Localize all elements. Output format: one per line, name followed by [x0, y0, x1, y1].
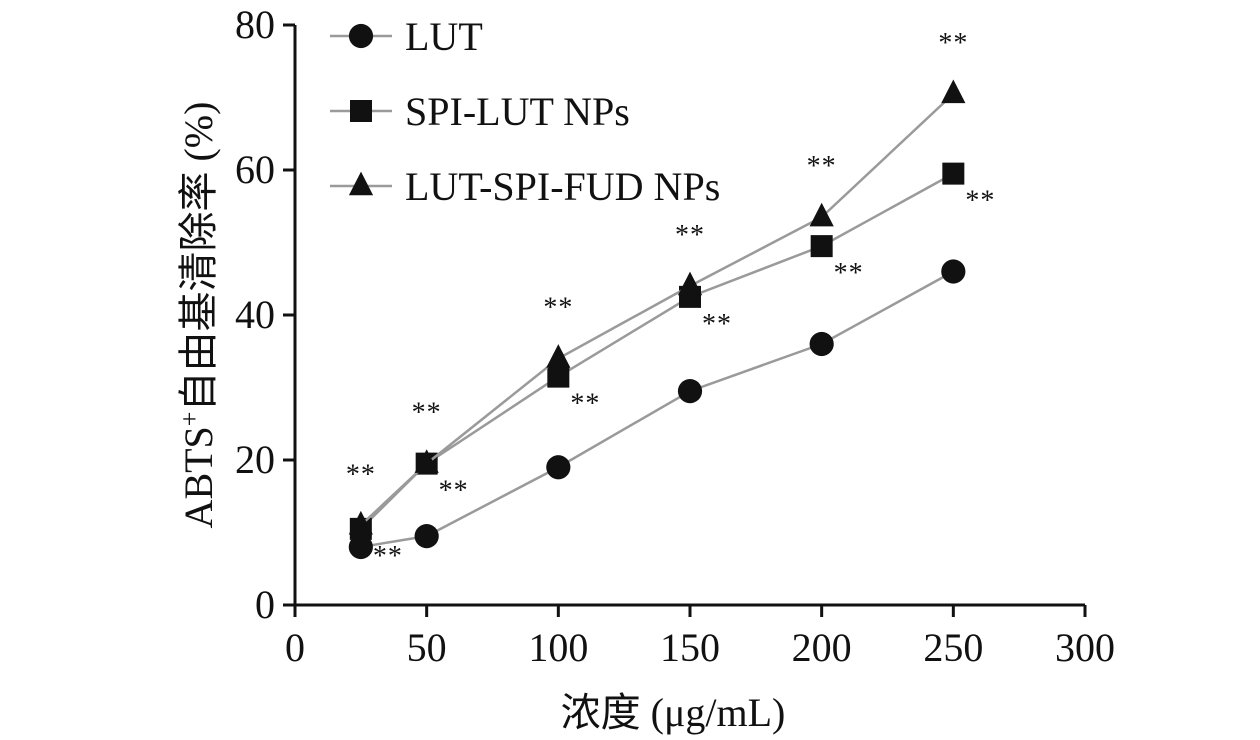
- significance-marker: **: [965, 186, 995, 217]
- series-lut: [348, 259, 966, 560]
- data-point-lut: [809, 331, 834, 357]
- data-point-lut: [546, 455, 571, 480]
- y-tick-label: 40: [235, 292, 275, 337]
- y-tick-label: 80: [235, 2, 275, 47]
- y-axis-title-superscript: +: [175, 412, 204, 427]
- legend-item-lut: LUT: [330, 14, 483, 59]
- x-tick-label: 150: [660, 625, 720, 670]
- significance-marker: **: [938, 28, 968, 59]
- significance-marker: **: [373, 541, 403, 572]
- significance-marker: **: [439, 476, 469, 507]
- data-point-spi-lut-nps: [810, 235, 833, 258]
- significance-marker: **: [675, 220, 705, 251]
- x-tick-label: 250: [923, 625, 983, 670]
- significance-marker: **: [543, 293, 573, 324]
- data-point-lut: [677, 379, 703, 404]
- data-point-lut: [941, 259, 966, 284]
- y-axis-title-main: ABTS: [176, 426, 221, 528]
- significance-marker: **: [702, 309, 732, 340]
- legend-marker-circle: [348, 23, 374, 49]
- significance-marker: **: [346, 459, 376, 490]
- axes: 0 50 100 150 200 250 300 0 20 40 60 80: [235, 2, 1115, 670]
- data-point-lut-spi-fud-nps: [414, 449, 439, 473]
- x-tick-label: 0: [285, 625, 305, 670]
- legend-item-spi-lut-nps: SPI-LUT NPs: [330, 89, 630, 134]
- y-tick-label: 60: [235, 147, 275, 192]
- y-axis-title: ABTS+自由基清除率 (%): [175, 102, 221, 529]
- series-layer: [348, 79, 966, 560]
- data-point-spi-lut-nps: [547, 365, 570, 388]
- data-point-lut-spi-fud-nps: [809, 202, 834, 227]
- data-point-lut-spi-fud-nps: [677, 271, 703, 296]
- legend-item-lut-spi-fud-nps: LUT-SPI-FUD NPs: [330, 164, 720, 209]
- data-point-lut: [348, 534, 373, 560]
- significance-marker: **: [412, 398, 442, 429]
- significance-marker: **: [807, 151, 837, 182]
- x-tick-label: 300: [1055, 625, 1115, 670]
- series-line-lut-spi-fud-nps: [359, 92, 955, 527]
- series-lut-spi-fud-nps: [348, 79, 966, 535]
- y-tick-label: 0: [255, 582, 275, 627]
- y-tick-label: 20: [235, 437, 275, 482]
- legend-label: LUT-SPI-FUD NPs: [405, 164, 720, 209]
- data-point-spi-lut-nps: [942, 162, 965, 185]
- x-axis-title: 浓度 (μg/mL): [561, 690, 786, 735]
- significance-marker: **: [834, 258, 864, 289]
- legend-marker-triangle: [348, 171, 374, 196]
- data-point-lut: [414, 524, 439, 549]
- legend-marker-square: [350, 100, 372, 122]
- significance-marker: **: [570, 389, 600, 420]
- legend-label: SPI-LUT NPs: [405, 89, 630, 134]
- significance-annotations: ** ** ** ** ** ** ** ** ** ** ** **: [346, 28, 995, 572]
- legend-label: LUT: [405, 14, 483, 59]
- x-tick-label: 200: [792, 625, 852, 670]
- data-point-lut-spi-fud-nps: [941, 79, 966, 104]
- legend: LUT SPI-LUT NPs LUT-SPI-FUD NPs: [330, 14, 720, 209]
- data-point-lut-spi-fud-nps: [546, 344, 571, 368]
- y-axis-title-rest: 自由基清除率 (%): [176, 102, 221, 412]
- x-tick-label: 50: [407, 625, 447, 670]
- data-point-lut-spi-fud-nps: [348, 510, 373, 535]
- x-tick-label: 100: [528, 625, 588, 670]
